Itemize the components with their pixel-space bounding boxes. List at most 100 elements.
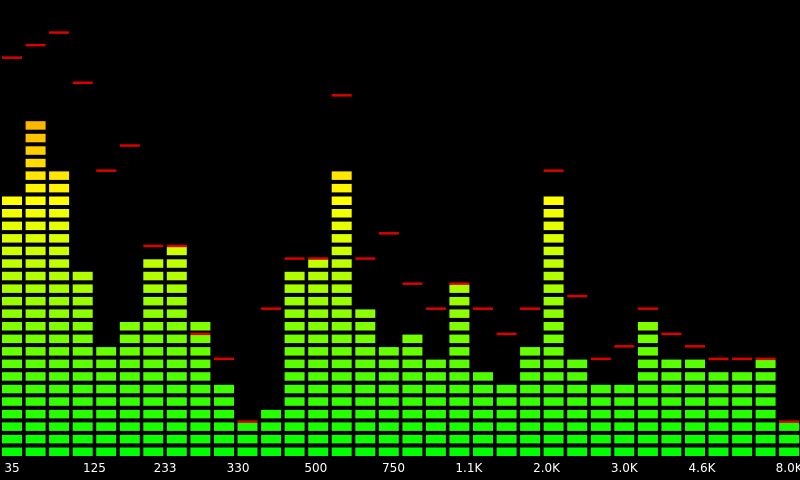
band-15 [355, 257, 376, 456]
band-33 [779, 420, 800, 456]
band-17-segment [402, 422, 423, 431]
band-1-segment [25, 347, 46, 356]
band-18-segment [425, 447, 446, 456]
band-13-segment [308, 359, 329, 369]
band-21-segment [496, 434, 517, 444]
band-17-segment [402, 447, 423, 456]
band-14 [331, 94, 352, 456]
band-32-segment [755, 359, 776, 369]
band-1-segment [25, 183, 46, 193]
band-6-segment [143, 296, 164, 306]
band-3 [72, 81, 93, 456]
band-0-segment [2, 384, 22, 394]
band-13-segment [308, 447, 329, 456]
band-21-segment [496, 447, 517, 456]
band-31-segment [732, 422, 753, 431]
band-0-segment [2, 309, 22, 318]
band-15-segment [355, 372, 376, 381]
band-28-segment [661, 434, 682, 444]
band-6 [143, 244, 164, 456]
band-23-segment [543, 271, 564, 281]
band-17-segment [402, 384, 423, 394]
band-3-segment [72, 271, 93, 281]
band-31-segment [732, 397, 753, 406]
band-19-segment [449, 434, 470, 444]
band-33-segment [779, 447, 800, 456]
band-16-segment [378, 347, 399, 356]
band-12-segment [284, 384, 305, 394]
band-7-segment [166, 347, 187, 356]
band-25-segment [590, 409, 611, 419]
frequency-label: 500 [304, 461, 328, 475]
band-23-segment [543, 259, 564, 268]
band-7-segment [166, 334, 187, 344]
band-19-segment [449, 409, 470, 419]
frequency-label: 4.6K [688, 461, 716, 475]
band-17-segment [402, 409, 423, 419]
band-2-segment [49, 259, 70, 268]
band-2-segment [49, 196, 70, 205]
band-18-segment [425, 359, 446, 369]
band-10-peak-marker [237, 420, 258, 423]
band-28-segment [661, 397, 682, 406]
band-13-segment [308, 422, 329, 431]
frequency-label: 1.1K [455, 461, 483, 475]
band-15-segment [355, 384, 376, 394]
band-24-segment [567, 447, 588, 456]
band-0-segment [2, 284, 22, 293]
band-14-segment [331, 422, 352, 431]
band-0-segment [2, 409, 22, 419]
band-7-segment [166, 271, 187, 281]
band-3-segment [72, 347, 93, 356]
band-28-segment [661, 384, 682, 394]
band-29-segment [685, 384, 705, 394]
band-13-segment [308, 334, 329, 344]
band-2-segment [49, 171, 70, 180]
band-23-segment [543, 409, 564, 419]
band-8-segment [190, 409, 211, 419]
band-2-segment [49, 384, 70, 394]
band-28-peak-marker [661, 332, 682, 336]
band-23-segment [543, 196, 564, 205]
band-5-segment [119, 434, 140, 444]
band-18-segment [425, 397, 446, 406]
band-26-segment [614, 434, 635, 444]
band-5-segment [119, 334, 140, 344]
band-28-segment [661, 372, 682, 381]
band-15-peak-marker [355, 257, 376, 260]
band-23-segment [543, 322, 564, 331]
band-7-segment [166, 422, 187, 431]
band-20-segment [473, 372, 493, 381]
band-17-segment [402, 434, 423, 444]
band-12-segment [284, 434, 305, 444]
band-8-segment [190, 334, 211, 344]
band-19-segment [449, 334, 470, 344]
band-10-segment [237, 434, 258, 444]
band-3-segment [72, 284, 93, 293]
band-27-segment [637, 434, 658, 444]
band-13-segment [308, 259, 329, 268]
band-19-segment [449, 322, 470, 331]
band-13 [308, 257, 329, 456]
band-2 [49, 31, 70, 456]
band-23-segment [543, 372, 564, 381]
band-3-segment [72, 322, 93, 331]
band-22-segment [520, 347, 541, 356]
band-0-segment [2, 359, 22, 369]
band-20-segment [473, 434, 493, 444]
band-23-segment [543, 347, 564, 356]
band-13-segment [308, 322, 329, 331]
band-3-segment [72, 447, 93, 456]
band-19-segment [449, 422, 470, 431]
band-14-segment [331, 209, 352, 218]
band-16-segment [378, 384, 399, 394]
band-24-segment [567, 397, 588, 406]
band-23-peak-marker [543, 169, 564, 172]
band-6-segment [143, 372, 164, 381]
band-19 [449, 282, 470, 456]
band-21-segment [496, 397, 517, 406]
band-24-segment [567, 372, 588, 381]
band-26-segment [614, 422, 635, 431]
band-6-segment [143, 309, 164, 318]
